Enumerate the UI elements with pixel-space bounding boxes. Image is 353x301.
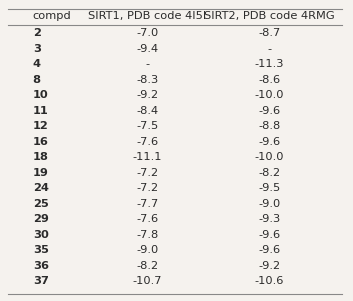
Text: 18: 18 (33, 152, 49, 162)
Text: -9.0: -9.0 (258, 199, 280, 209)
Text: -9.0: -9.0 (136, 245, 158, 256)
Text: 36: 36 (33, 261, 49, 271)
Text: -7.6: -7.6 (136, 214, 158, 224)
Text: 4: 4 (33, 59, 41, 69)
Text: compd: compd (33, 11, 71, 21)
Text: 25: 25 (33, 199, 48, 209)
Text: -11.1: -11.1 (133, 152, 162, 162)
Text: 8: 8 (33, 75, 41, 85)
Text: -: - (267, 44, 271, 54)
Text: -10.0: -10.0 (255, 90, 284, 100)
Text: 11: 11 (33, 106, 48, 116)
Text: SIRT2, PDB code 4RMG: SIRT2, PDB code 4RMG (204, 11, 335, 21)
Text: -: - (145, 59, 150, 69)
Text: 3: 3 (33, 44, 41, 54)
Text: 12: 12 (33, 121, 48, 131)
Text: 2: 2 (33, 28, 41, 38)
Text: 37: 37 (33, 276, 49, 287)
Text: 35: 35 (33, 245, 49, 256)
Text: -8.2: -8.2 (258, 168, 280, 178)
Text: -7.5: -7.5 (136, 121, 158, 131)
Text: -9.4: -9.4 (136, 44, 158, 54)
Text: -8.4: -8.4 (136, 106, 158, 116)
Text: -8.7: -8.7 (258, 28, 280, 38)
Text: -8.3: -8.3 (136, 75, 158, 85)
Text: -7.2: -7.2 (136, 183, 158, 193)
Text: 19: 19 (33, 168, 49, 178)
Text: 16: 16 (33, 137, 49, 147)
Text: -8.2: -8.2 (136, 261, 158, 271)
Text: -9.2: -9.2 (136, 90, 158, 100)
Text: 30: 30 (33, 230, 49, 240)
Text: -9.6: -9.6 (258, 106, 280, 116)
Text: -10.6: -10.6 (255, 276, 284, 287)
Text: -9.6: -9.6 (258, 245, 280, 256)
Text: -7.0: -7.0 (136, 28, 158, 38)
Text: 10: 10 (33, 90, 48, 100)
Text: -9.3: -9.3 (258, 214, 280, 224)
Text: -8.6: -8.6 (258, 75, 280, 85)
Text: -7.6: -7.6 (136, 137, 158, 147)
Text: -9.6: -9.6 (258, 137, 280, 147)
Text: -7.8: -7.8 (136, 230, 158, 240)
Text: -11.3: -11.3 (255, 59, 284, 69)
Text: -9.5: -9.5 (258, 183, 280, 193)
Text: -9.2: -9.2 (258, 261, 280, 271)
Text: -10.0: -10.0 (255, 152, 284, 162)
Text: -8.8: -8.8 (258, 121, 280, 131)
Text: -7.2: -7.2 (136, 168, 158, 178)
Text: -10.7: -10.7 (133, 276, 162, 287)
Text: 24: 24 (33, 183, 49, 193)
Text: -7.7: -7.7 (136, 199, 158, 209)
Text: -9.6: -9.6 (258, 230, 280, 240)
Text: 29: 29 (33, 214, 49, 224)
Text: SIRT1, PDB code 4I5I: SIRT1, PDB code 4I5I (88, 11, 207, 21)
